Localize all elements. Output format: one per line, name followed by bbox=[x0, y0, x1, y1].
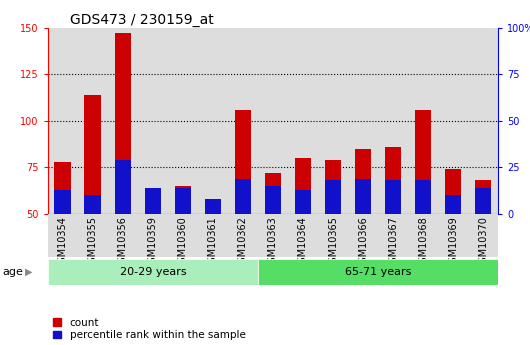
Bar bbox=[264, 186, 281, 214]
Text: GSM10354: GSM10354 bbox=[58, 216, 68, 269]
Text: GSM10370: GSM10370 bbox=[478, 216, 488, 269]
Text: GSM10364: GSM10364 bbox=[298, 216, 308, 269]
Text: GDS473 / 230159_at: GDS473 / 230159_at bbox=[70, 12, 214, 27]
Text: 20-29 years: 20-29 years bbox=[119, 267, 186, 277]
Legend: count, percentile rank within the sample: count, percentile rank within the sample bbox=[53, 318, 245, 340]
Bar bbox=[84, 195, 101, 214]
Text: GSM10363: GSM10363 bbox=[268, 216, 278, 269]
Text: GSM10359: GSM10359 bbox=[148, 216, 158, 269]
Bar bbox=[415, 110, 431, 214]
Bar bbox=[355, 178, 372, 214]
Text: GSM10369: GSM10369 bbox=[448, 216, 458, 269]
Bar bbox=[445, 195, 462, 214]
Bar bbox=[325, 160, 341, 214]
Bar bbox=[264, 173, 281, 214]
Text: ▶: ▶ bbox=[25, 267, 33, 276]
Bar bbox=[114, 33, 131, 214]
Bar bbox=[55, 190, 71, 214]
Text: GSM10360: GSM10360 bbox=[178, 216, 188, 269]
Text: GSM10362: GSM10362 bbox=[238, 216, 248, 269]
Text: GSM10356: GSM10356 bbox=[118, 216, 128, 269]
Bar bbox=[205, 208, 221, 214]
Bar bbox=[445, 169, 462, 214]
Bar bbox=[174, 186, 191, 214]
Bar bbox=[415, 180, 431, 214]
Bar bbox=[235, 110, 251, 214]
Text: GSM10366: GSM10366 bbox=[358, 216, 368, 269]
Text: GSM10361: GSM10361 bbox=[208, 216, 218, 269]
Bar bbox=[205, 199, 221, 214]
Text: age: age bbox=[3, 267, 23, 276]
Bar bbox=[174, 188, 191, 214]
Bar bbox=[385, 147, 401, 214]
Bar bbox=[385, 180, 401, 214]
Bar bbox=[55, 162, 71, 214]
Bar bbox=[475, 180, 491, 214]
Bar bbox=[235, 178, 251, 214]
Bar bbox=[114, 160, 131, 214]
Bar bbox=[295, 158, 311, 214]
Bar bbox=[48, 259, 258, 285]
Text: 65-71 years: 65-71 years bbox=[345, 267, 411, 277]
Bar bbox=[258, 259, 498, 285]
Bar bbox=[145, 188, 161, 214]
Text: GSM10368: GSM10368 bbox=[418, 216, 428, 269]
Bar bbox=[325, 180, 341, 214]
Bar bbox=[84, 95, 101, 214]
Text: GSM10367: GSM10367 bbox=[388, 216, 398, 269]
Text: GSM10355: GSM10355 bbox=[88, 216, 98, 269]
Bar bbox=[145, 188, 161, 214]
Bar bbox=[295, 190, 311, 214]
Bar bbox=[475, 188, 491, 214]
Text: GSM10365: GSM10365 bbox=[328, 216, 338, 269]
Bar bbox=[355, 149, 372, 214]
